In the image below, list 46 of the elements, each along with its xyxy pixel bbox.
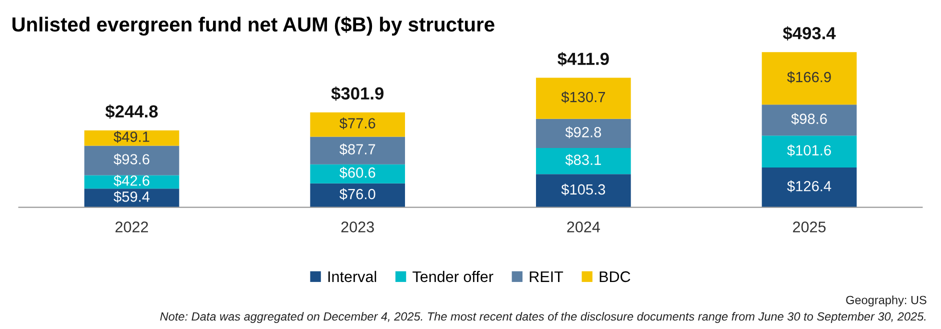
data-label: $101.6 (787, 144, 831, 156)
data-label: $93.6 (114, 153, 150, 166)
data-label: $166.9 (787, 71, 831, 84)
bar (762, 136, 857, 168)
data-label: $49.1 (114, 131, 150, 143)
x-tick-label: 2023 (341, 222, 374, 232)
bar (536, 174, 631, 208)
data-label: $87.7 (339, 144, 376, 156)
x-tick-label: 2024 (567, 222, 600, 232)
data-label: $60.6 (339, 166, 376, 179)
legend-label: Tender offer (412, 270, 494, 282)
bar (536, 148, 631, 174)
data-label: $76.0 (339, 188, 376, 200)
bar (762, 52, 857, 105)
data-label: $130.7 (561, 91, 605, 104)
chart-title: Unlisted evergreen fund net AUM ($B) by structure (12, 16, 494, 36)
data-label: $83.1 (565, 154, 601, 166)
total-label: $411.9 (558, 52, 609, 66)
legend-label: REIT (530, 271, 564, 282)
text: Note: Data was aggregated on December 4, 2025. The most recent dates of the disclosure documents range from June 30 to September 30, 2025. (160, 312, 926, 323)
total-label: $244.8 (105, 104, 158, 119)
bar (310, 183, 406, 208)
bar (536, 118, 631, 148)
text: Geography: US (846, 296, 926, 307)
data-label: $105.3 (561, 184, 606, 196)
bar (84, 146, 180, 176)
x-tick-label: 2022 (116, 222, 148, 232)
bar (762, 104, 857, 136)
bar (84, 175, 180, 189)
total-label: $301.9 (331, 86, 384, 101)
data-label: $77.6 (339, 118, 376, 130)
legend-label: BDC (600, 271, 630, 282)
data-label: $98.6 (791, 113, 827, 125)
data-label: $59.4 (114, 190, 150, 203)
bar (310, 112, 406, 137)
bar (84, 130, 180, 146)
bar (762, 168, 857, 208)
x-tick-label: 2025 (793, 222, 826, 232)
data-label: $126.4 (787, 180, 832, 192)
data-label: $92.8 (565, 126, 602, 138)
data-label: $42.6 (114, 174, 150, 187)
bar (310, 164, 406, 184)
bar (310, 136, 406, 164)
total-label: $493.4 (782, 26, 836, 40)
legend-label: Interval (328, 270, 376, 282)
bar (536, 78, 631, 119)
